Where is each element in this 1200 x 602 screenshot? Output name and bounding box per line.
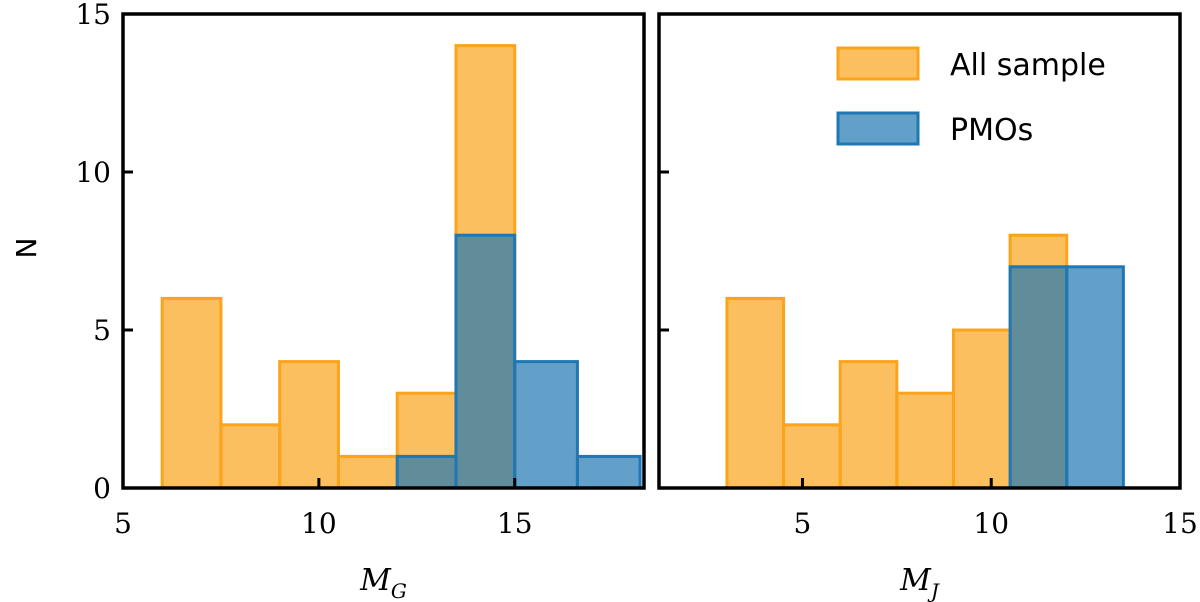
legend-label: All sample	[950, 48, 1106, 83]
bar	[725, 296, 786, 490]
y-axis-label: N	[10, 238, 43, 259]
legend-swatch	[836, 46, 920, 81]
legend-swatch	[836, 111, 920, 146]
bar	[219, 423, 282, 490]
bar	[1008, 265, 1069, 490]
series-pmos-bars	[1008, 265, 1125, 490]
x-axis-label: MG	[359, 563, 407, 602]
bar	[951, 328, 1012, 490]
bar	[336, 454, 399, 490]
x-tick-label: 10	[973, 507, 1009, 540]
x-axis-label: MJ	[899, 563, 940, 602]
x-tick-label: 5	[114, 507, 132, 540]
panel-right-mj-histogram: 5 10 15 MJ	[657, 12, 1198, 602]
axes-frame	[121, 12, 646, 490]
bar	[575, 454, 642, 490]
y-tick-label: 15	[75, 0, 111, 31]
x-tick-label: 5	[794, 507, 812, 540]
x-tick-label: 15	[497, 507, 533, 540]
legend: All sample PMOs	[836, 46, 1106, 148]
y-tick-label: 10	[75, 156, 111, 189]
bar	[395, 454, 458, 490]
legend-label: PMOs	[950, 113, 1033, 148]
bar	[782, 423, 842, 490]
bar	[513, 360, 579, 490]
bar	[454, 233, 517, 490]
bar	[1065, 265, 1125, 490]
bar	[895, 391, 955, 490]
y-tick-label: 5	[93, 314, 111, 347]
bar	[838, 360, 899, 490]
y-tick-label: 0	[93, 472, 111, 505]
axes-frame	[657, 12, 1182, 490]
bar	[160, 296, 223, 490]
x-tick-label: 15	[1162, 507, 1198, 540]
bar	[278, 360, 340, 490]
x-tick-label: 10	[301, 507, 337, 540]
